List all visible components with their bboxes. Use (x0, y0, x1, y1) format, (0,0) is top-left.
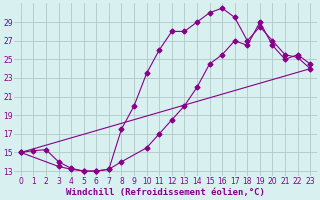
X-axis label: Windchill (Refroidissement éolien,°C): Windchill (Refroidissement éolien,°C) (66, 188, 265, 197)
